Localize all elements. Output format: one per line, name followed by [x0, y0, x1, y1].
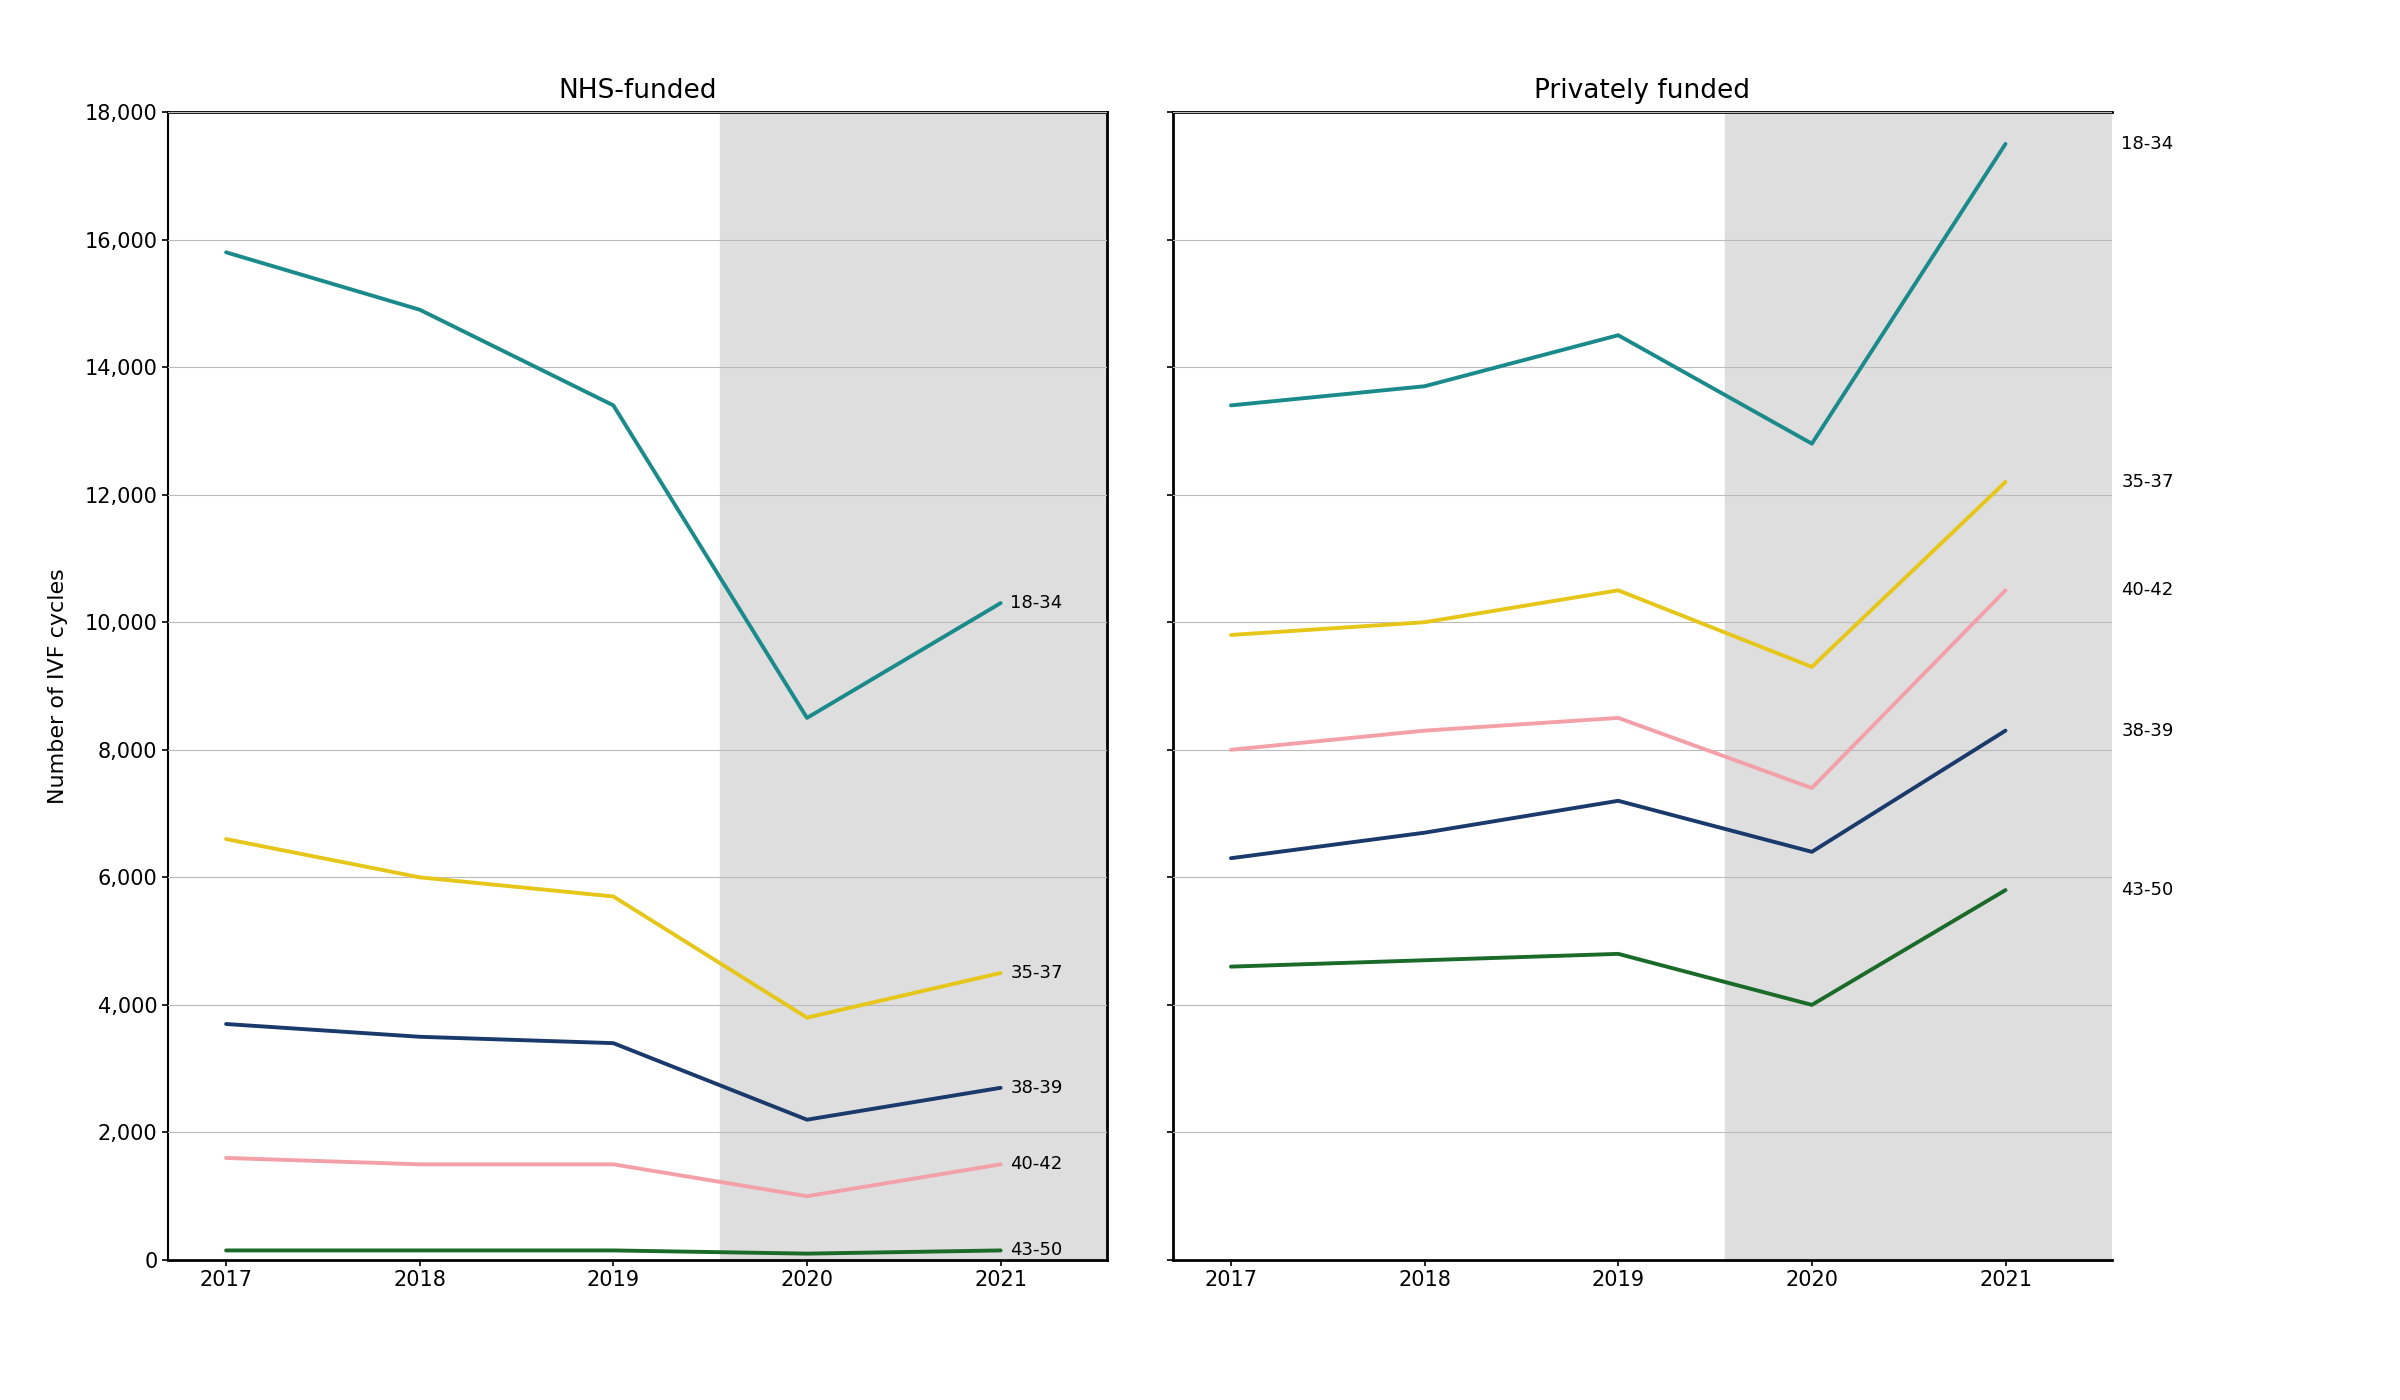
Text: 35-37: 35-37 [2122, 473, 2174, 491]
Text: 43-50: 43-50 [1010, 1242, 1063, 1260]
Text: 18-34: 18-34 [1010, 594, 1063, 612]
Text: 35-37: 35-37 [1010, 965, 1063, 981]
Text: 43-50: 43-50 [2122, 881, 2174, 899]
Bar [1726, 112, 2112, 1260]
Y-axis label: Number of IVF cycles: Number of IVF cycles [48, 568, 67, 804]
Title: NHS-funded: NHS-funded [559, 78, 718, 104]
Text: 40-42: 40-42 [1010, 1155, 1063, 1173]
Text: 40-42: 40-42 [2122, 581, 2174, 599]
Text: 38-39: 38-39 [2122, 721, 2174, 739]
Text: 38-39: 38-39 [1010, 1079, 1063, 1096]
Bar [720, 112, 1106, 1260]
Title: Privately funded: Privately funded [1534, 78, 1750, 104]
Text: 18-34: 18-34 [2122, 134, 2174, 153]
